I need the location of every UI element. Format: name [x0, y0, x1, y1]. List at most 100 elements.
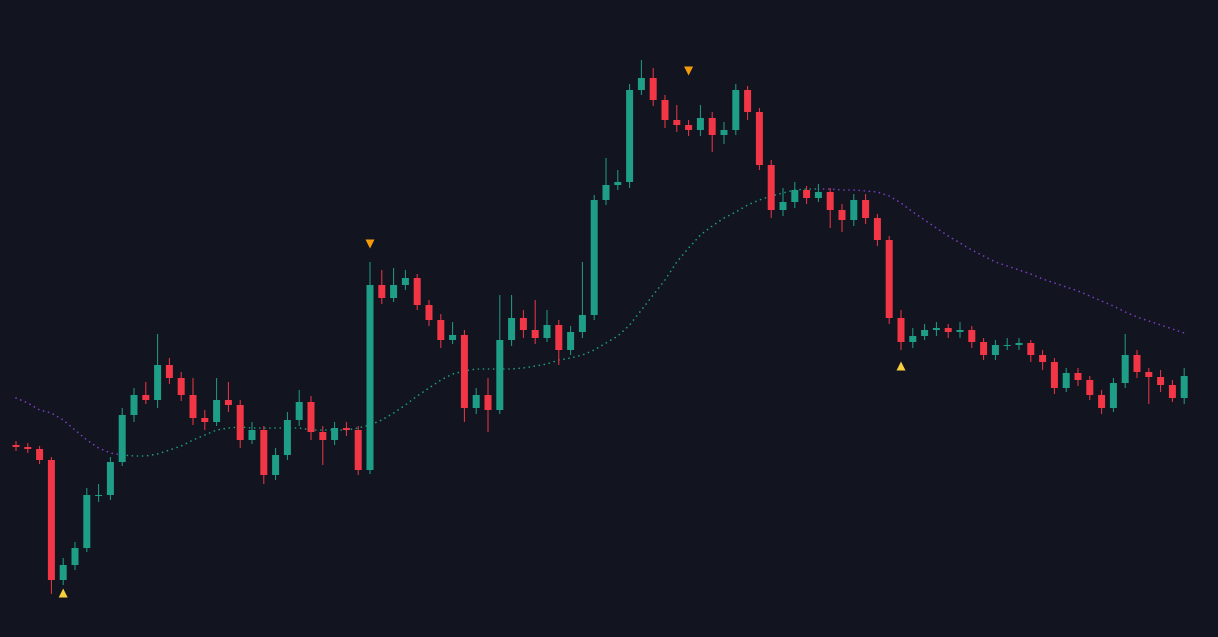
- candle-body: [614, 182, 622, 185]
- candle-body: [519, 318, 527, 330]
- candle-body: [838, 210, 846, 220]
- candle-body: [826, 192, 834, 210]
- candle-body: [921, 330, 929, 336]
- candle-body: [413, 278, 421, 305]
- candle-body: [272, 455, 280, 475]
- candle-body: [224, 400, 232, 405]
- candle-body: [968, 330, 976, 342]
- candle-body: [12, 445, 20, 447]
- candle-body: [602, 185, 610, 200]
- candle-body: [932, 328, 940, 330]
- candle-body: [342, 428, 350, 430]
- candle-body: [862, 200, 870, 218]
- candle-body: [307, 402, 315, 432]
- candle-body: [460, 335, 468, 408]
- candle-body: [956, 330, 964, 332]
- candle-body: [1015, 343, 1023, 345]
- candle-body: [71, 548, 79, 565]
- candle-body: [1050, 362, 1058, 388]
- candle-body: [189, 395, 197, 418]
- candle-body: [283, 420, 291, 455]
- candle-body: [154, 365, 162, 400]
- candle-body: [590, 200, 598, 315]
- candle-body: [991, 345, 999, 355]
- signal-marker: [896, 361, 906, 371]
- moving-average-line: [15, 188, 1185, 456]
- candle-body: [1109, 383, 1117, 408]
- candle-body: [331, 428, 339, 440]
- candle-body: [59, 565, 67, 580]
- candle-body: [1003, 345, 1011, 346]
- candle-body: [472, 395, 480, 408]
- candle-body: [732, 90, 740, 130]
- candle-body: [248, 430, 256, 440]
- candle-body: [425, 305, 433, 320]
- candle-body: [850, 200, 858, 220]
- candle-body: [1062, 373, 1070, 388]
- candle-body: [165, 365, 173, 378]
- candle-body: [437, 320, 445, 340]
- candle-body: [260, 430, 268, 475]
- candle-body: [177, 378, 185, 395]
- candle-body: [1086, 380, 1094, 395]
- candle-body: [814, 192, 822, 198]
- candle-body: [873, 218, 881, 240]
- candle-body: [24, 447, 32, 449]
- candle-body: [661, 100, 669, 120]
- candle-body: [1027, 343, 1035, 355]
- candle-body: [47, 460, 55, 580]
- candle-body: [106, 462, 114, 495]
- candle-body: [543, 325, 551, 338]
- candle-body: [236, 405, 244, 440]
- candle-body: [944, 328, 952, 332]
- candle-body: [649, 78, 657, 100]
- candle-body: [909, 336, 917, 342]
- candle-body: [295, 402, 303, 420]
- candle-body: [95, 495, 103, 496]
- candle-body: [1039, 355, 1047, 362]
- candle-body: [366, 285, 374, 470]
- candle-body: [1098, 395, 1106, 408]
- candle-body: [744, 90, 752, 112]
- candle-body: [708, 118, 716, 135]
- candle-body: [897, 318, 905, 342]
- candle-body: [803, 190, 811, 198]
- candle-body: [390, 285, 398, 298]
- candle-body: [401, 278, 409, 285]
- candle-body: [673, 120, 681, 125]
- candle-body: [1180, 376, 1188, 398]
- candle-body: [1133, 355, 1141, 372]
- candle-body: [142, 395, 150, 400]
- candle-body: [213, 400, 221, 422]
- candle-body: [1168, 385, 1176, 398]
- candle-body: [1157, 377, 1165, 385]
- candle-body: [319, 432, 327, 440]
- candle-body: [885, 240, 893, 318]
- candle-body: [130, 395, 138, 415]
- candle-body: [484, 395, 492, 410]
- candle-body: [685, 125, 693, 130]
- candle-body: [508, 318, 516, 340]
- candle-body: [83, 495, 91, 548]
- signal-marker: [58, 588, 68, 598]
- candle-body: [201, 418, 209, 422]
- candle-body: [1121, 355, 1129, 383]
- candle-body: [36, 449, 44, 460]
- candle-body: [696, 118, 704, 130]
- candle-body: [378, 285, 386, 298]
- candle-body: [626, 90, 634, 182]
- candle-body: [1074, 373, 1082, 380]
- candle-body: [767, 165, 775, 210]
- candle-body: [637, 78, 645, 90]
- candle-body: [578, 315, 586, 332]
- signal-marker: [365, 239, 375, 249]
- candle-body: [555, 325, 563, 350]
- candle-body: [531, 330, 539, 338]
- candle-body: [791, 190, 799, 202]
- candle-body: [354, 430, 362, 470]
- candle-body: [720, 130, 728, 135]
- candle-body: [755, 112, 763, 165]
